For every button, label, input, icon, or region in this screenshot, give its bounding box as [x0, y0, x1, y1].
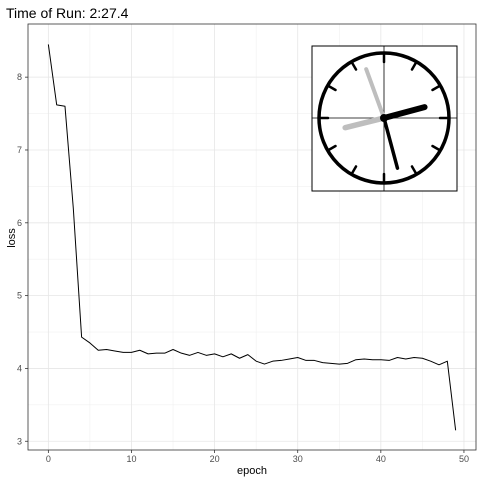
clock-hour-mark — [350, 165, 358, 176]
clock-inset — [311, 45, 458, 192]
panel-border — [27, 23, 477, 451]
loss-line — [47, 44, 457, 431]
clock-hour-mark — [431, 84, 442, 92]
y-tick-label: 7 — [17, 145, 22, 155]
clock-hour-mark — [326, 144, 337, 152]
x-tick-label: 0 — [46, 454, 51, 464]
x-tick-label: 30 — [293, 454, 303, 464]
y-tick-label: 4 — [17, 363, 22, 373]
y-tick-label: 5 — [17, 291, 22, 301]
clock-hour-hand — [381, 104, 428, 121]
clock-minute-hand — [382, 116, 400, 170]
x-axis-title: epoch — [237, 465, 267, 477]
y-tick-label: 3 — [17, 436, 22, 446]
y-tick-labels: 3 4 5 6 7 8 — [17, 72, 28, 446]
y-axis-title: loss — [6, 228, 18, 248]
clock-hour-mark — [410, 60, 418, 71]
clock-hour-mark — [326, 84, 337, 92]
y-tick-label: 8 — [17, 72, 22, 82]
series-layer — [47, 44, 457, 431]
x-tick-label: 50 — [459, 454, 469, 464]
clock-hour-mark — [350, 60, 358, 71]
chart-title: Time of Run: 2:27.4 — [6, 5, 129, 21]
clock-elapsed-hour-hand — [342, 115, 387, 131]
y-tick-label: 6 — [17, 218, 22, 228]
x-tick-labels: 0 10 20 30 40 50 — [46, 450, 469, 464]
clock-hour-mark — [431, 144, 442, 152]
x-tick-label: 10 — [126, 454, 136, 464]
clock-center-pin — [380, 114, 388, 122]
x-tick-label: 40 — [376, 454, 386, 464]
clock-hour-mark — [410, 165, 418, 176]
x-tick-label: 20 — [210, 454, 220, 464]
clock-elapsed-minute-hand — [364, 67, 386, 120]
